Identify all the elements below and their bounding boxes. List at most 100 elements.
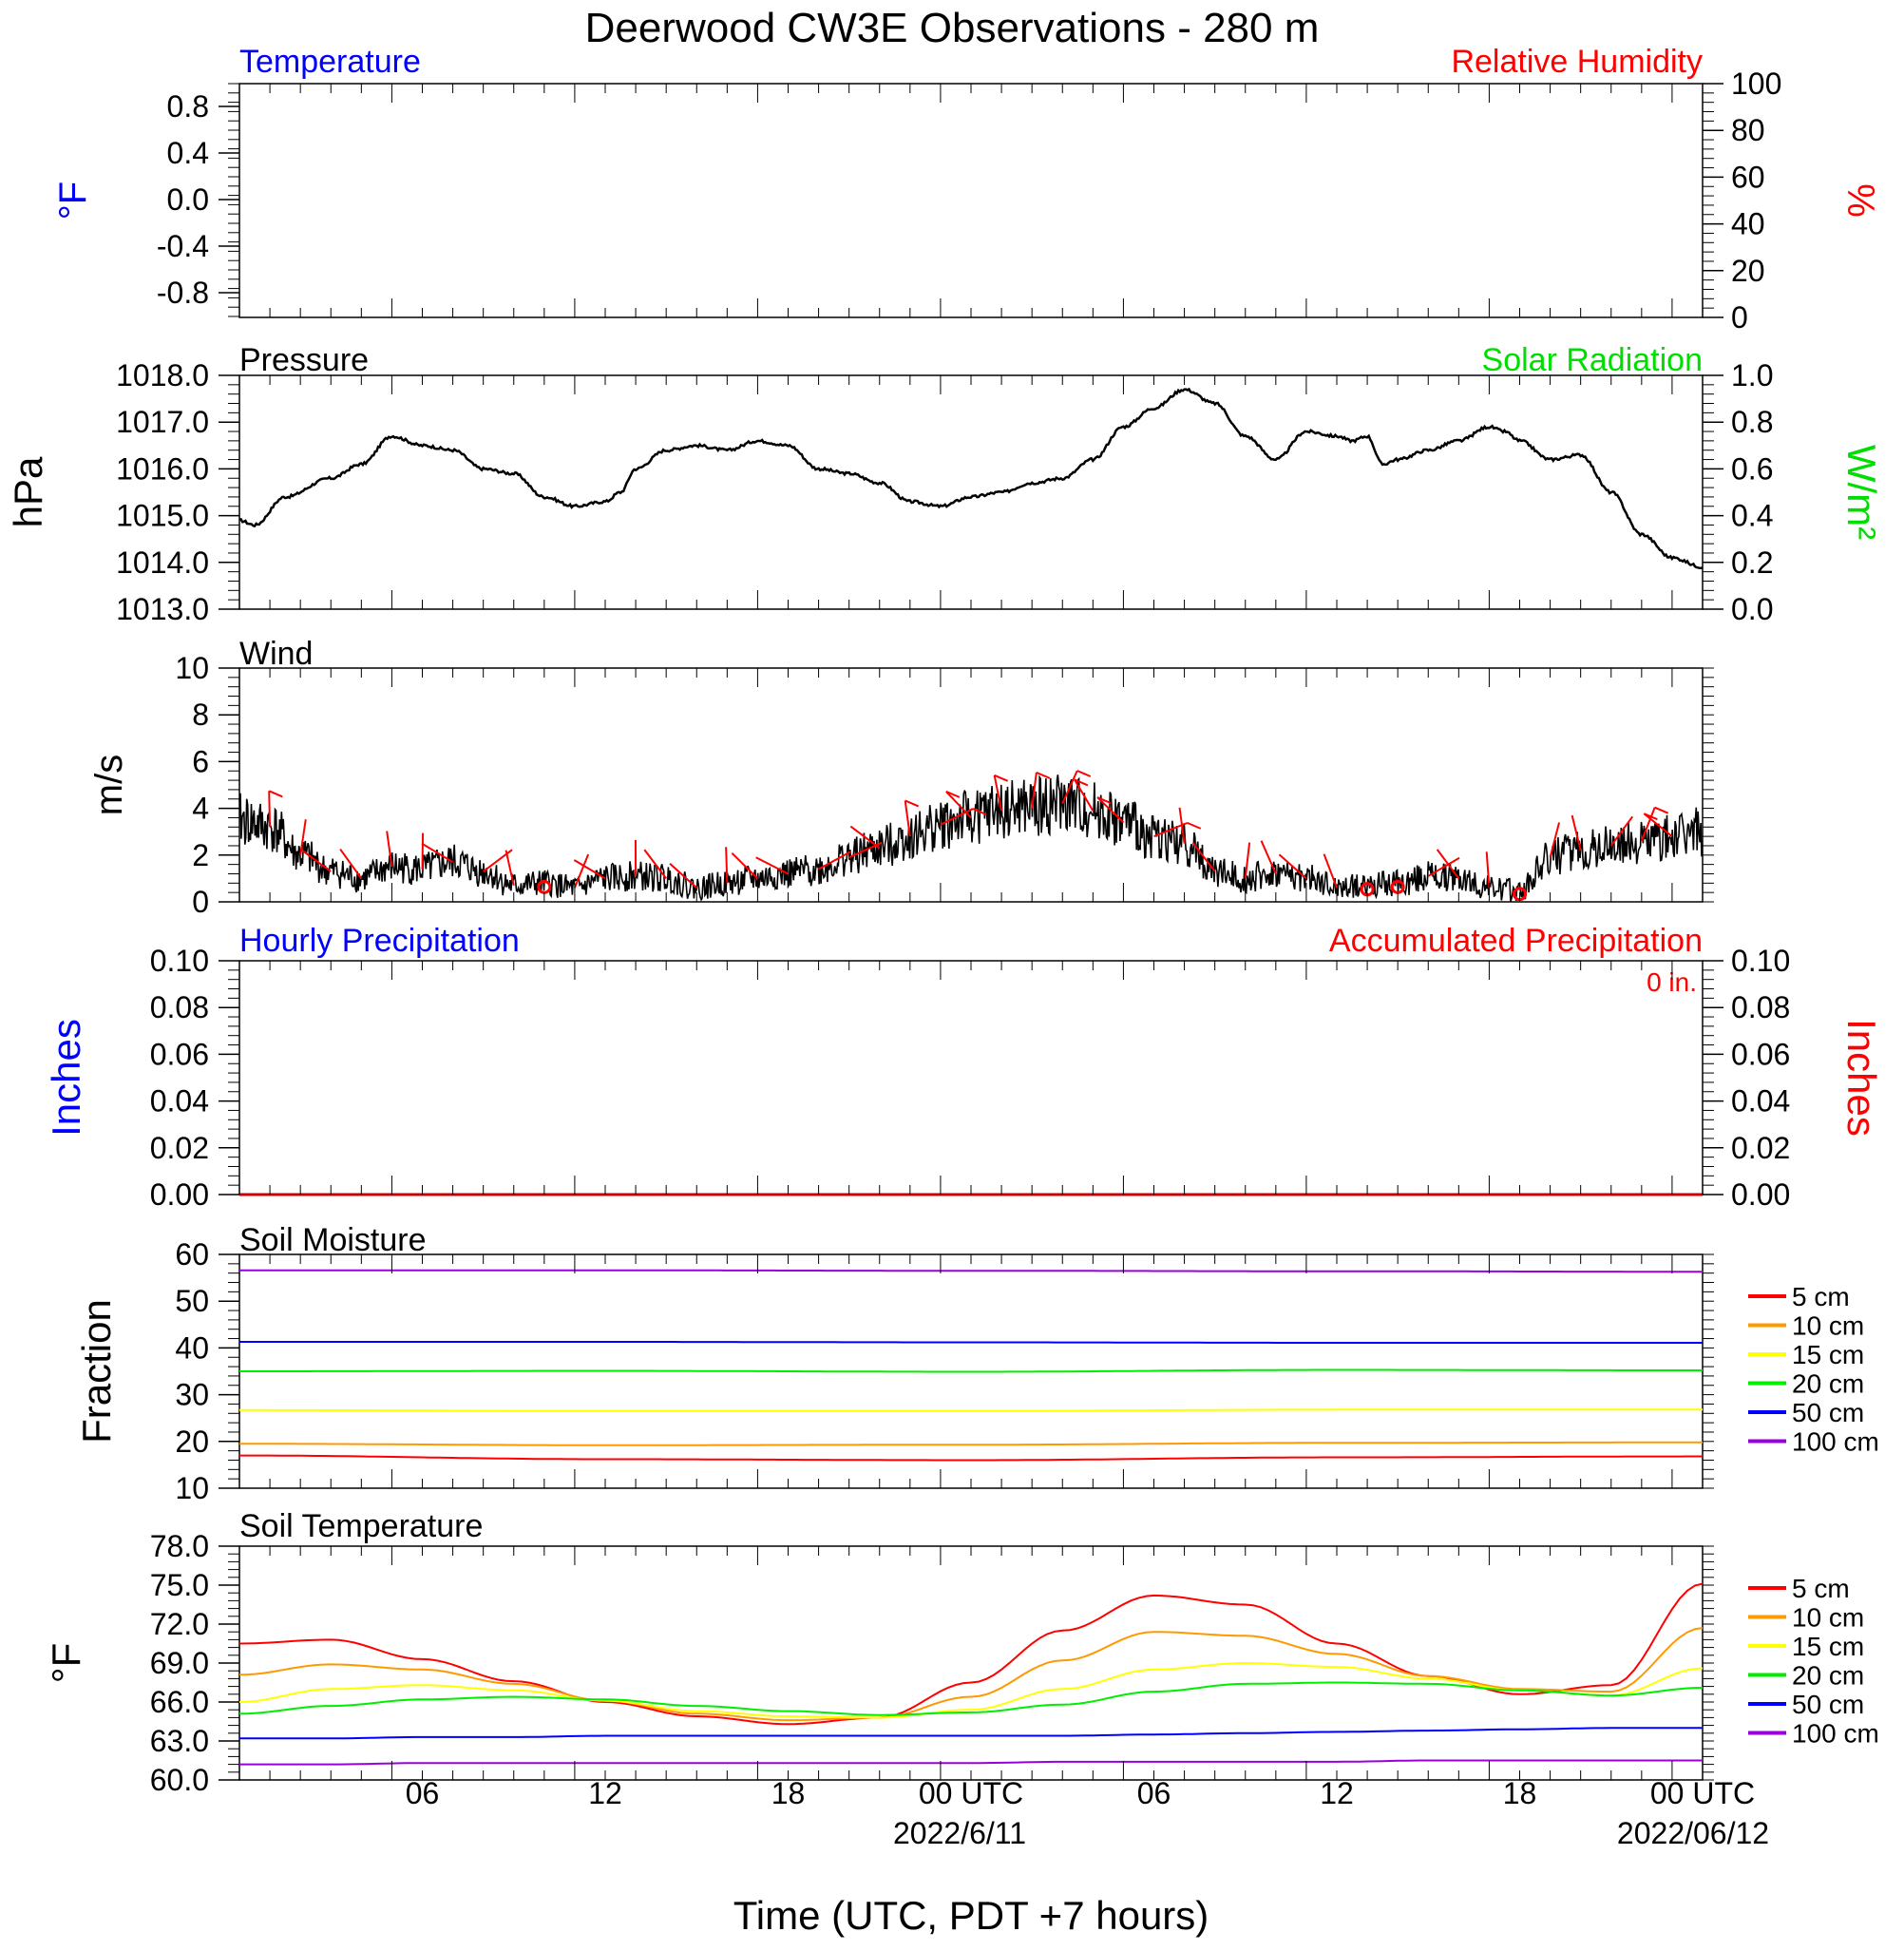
legend-label: 10 cm xyxy=(1792,1311,1864,1341)
x-axis-tick-labels: 06 12 18 00 UTC 06 12 18 00 UTC xyxy=(406,1776,1755,1810)
y-tick-label: 0.04 xyxy=(150,1084,209,1119)
temperature-humidity-panel: Temperature Relative Humidity °F % 0.80.… xyxy=(52,44,1881,335)
wind-barb xyxy=(731,851,759,880)
y-tick-label: 10 xyxy=(175,1471,209,1505)
wind-barb-flag xyxy=(1074,778,1089,787)
y-tick-label: 100 xyxy=(1731,67,1781,101)
pressure-unit: hPa xyxy=(6,456,50,527)
x-ticks xyxy=(238,375,1704,609)
pressure-panel: Pressure Solar Radiation hPa W/m² 1018.0… xyxy=(6,342,1884,626)
wind-barb xyxy=(421,842,454,864)
soil-line-5cm xyxy=(239,1454,1703,1462)
humidity-title: Relative Humidity xyxy=(1451,44,1703,80)
y-tick-label: 1015.0 xyxy=(116,499,209,533)
accum-precip-unit: Inches xyxy=(1839,1019,1884,1137)
y-tick-label: 60 xyxy=(175,1237,209,1272)
y-tick-label: 0 xyxy=(1731,300,1748,335)
y-tick-label: -0.4 xyxy=(157,229,209,263)
wind-panel-frame xyxy=(238,667,1704,903)
legend-label: 50 cm xyxy=(1792,1398,1864,1427)
soil-line-50cm xyxy=(239,1341,1703,1344)
precip-panel-frame xyxy=(238,960,1704,1195)
wind-barb xyxy=(1191,842,1216,872)
y-tick-label: 0.10 xyxy=(1731,944,1790,978)
wind-barb xyxy=(1609,815,1634,847)
wind-barb-flag xyxy=(1644,813,1658,821)
wind-barb xyxy=(386,831,393,868)
soil-line-10cm xyxy=(238,1627,1704,1722)
wind-barbs xyxy=(268,770,1673,902)
y-tick-label: 0.8 xyxy=(1731,405,1773,439)
wind-barb xyxy=(300,849,332,872)
hourly-precip-unit: Inches xyxy=(44,1019,88,1137)
y-tick-label: 1.0 xyxy=(1731,358,1773,392)
wind-barb xyxy=(1436,849,1460,879)
y-tick-label: 1014.0 xyxy=(116,545,209,580)
soil-temp-y-ticks: 78.0 75.0 72.0 69.0 66.0 63.0 60.0 xyxy=(150,1529,239,1797)
y-tick-label: 78.0 xyxy=(150,1529,209,1563)
y-tick-label: 0.02 xyxy=(150,1131,209,1165)
precipitation-panel: Hourly Precipitation Accumulated Precipi… xyxy=(44,923,1884,1212)
pressure-title: Pressure xyxy=(239,342,369,378)
wind-barb xyxy=(725,847,729,884)
y-tick-label: 63.0 xyxy=(150,1724,209,1758)
wind-unit: m/s xyxy=(88,755,130,815)
humidity-y-ticks: 100 80 60 40 20 0 xyxy=(1703,67,1781,335)
temperature-y-ticks: 0.8 0.4 0.0 -0.4 -0.8 xyxy=(157,83,239,317)
wind-barb xyxy=(1427,856,1460,877)
soil-temp-title: Soil Temperature xyxy=(239,1508,483,1544)
y-tick-label: 0.04 xyxy=(1731,1084,1790,1119)
wind-barb-flag xyxy=(1187,821,1202,830)
y-tick-label: 4 xyxy=(192,792,209,826)
y-tick-label: 69.0 xyxy=(150,1646,209,1680)
wind-barb xyxy=(1178,807,1186,844)
soil-line-100cm xyxy=(239,1269,1703,1273)
wind-title: Wind xyxy=(239,636,313,672)
wind-barb xyxy=(818,851,851,870)
x-ticks xyxy=(238,668,1704,902)
solar-title: Solar Radiation xyxy=(1482,342,1703,378)
y-tick-label: 40 xyxy=(175,1330,209,1365)
wind-barb xyxy=(421,832,425,870)
soil-moisture-title: Soil Moisture xyxy=(239,1222,427,1258)
wind-barb xyxy=(268,791,272,828)
chart-title: Deerwood CW3E Observations - 280 m xyxy=(585,5,1320,51)
wind-barb-flag xyxy=(1096,796,1112,804)
soil-moisture-panel: Soil Moisture Fraction 60 50 40 30 20 10 5 cm… xyxy=(74,1222,1879,1505)
y-tick-label: 0.8 xyxy=(167,89,209,124)
wind-barb xyxy=(643,849,667,880)
wind-y-ticks: 10 8 6 4 2 0 xyxy=(175,651,239,919)
wind-barb xyxy=(573,859,606,880)
soil-moisture-unit: Fraction xyxy=(74,1299,119,1444)
wind-barb-flag xyxy=(1654,806,1669,814)
wind-barb-flag xyxy=(972,808,987,815)
wind-barb xyxy=(945,791,972,819)
pressure-y-ticks: 1018.0 1017.0 1016.0 1015.0 1014.0 1013.0 xyxy=(116,358,239,626)
y-tick-label: 66.0 xyxy=(150,1685,209,1719)
soil-moisture-right-ticks xyxy=(1703,1253,1714,1489)
legend-label: 5 cm xyxy=(1792,1282,1850,1311)
soil-line-20cm xyxy=(238,1681,1704,1716)
x-tick-label: 00 UTC xyxy=(919,1776,1023,1810)
wind-barb xyxy=(755,856,789,875)
y-tick-label: 0.08 xyxy=(1731,990,1790,1024)
legend-label: 20 cm xyxy=(1792,1661,1864,1691)
y-tick-label: 1017.0 xyxy=(116,405,209,439)
y-tick-label: 1016.0 xyxy=(116,451,209,486)
wind-barb xyxy=(1031,772,1038,809)
wind-barb-flag xyxy=(994,774,1009,782)
wind-barb xyxy=(669,863,697,889)
wind-barb xyxy=(505,850,515,886)
wind-barb xyxy=(1074,778,1095,812)
y-tick-label: 10 xyxy=(175,651,209,685)
wind-barb xyxy=(1485,851,1491,889)
pressure-panel-frame xyxy=(238,374,1704,610)
x-tick-label: 06 xyxy=(1137,1776,1171,1810)
wind-barb xyxy=(339,849,363,879)
wind-barb xyxy=(1640,807,1656,842)
y-tick-label: 0.06 xyxy=(150,1037,209,1071)
hourly-precip-y-ticks: 0.10 0.08 0.06 0.04 0.02 0.00 xyxy=(150,944,239,1212)
legend-label: 100 cm xyxy=(1792,1427,1879,1457)
wind-barb xyxy=(573,853,590,889)
